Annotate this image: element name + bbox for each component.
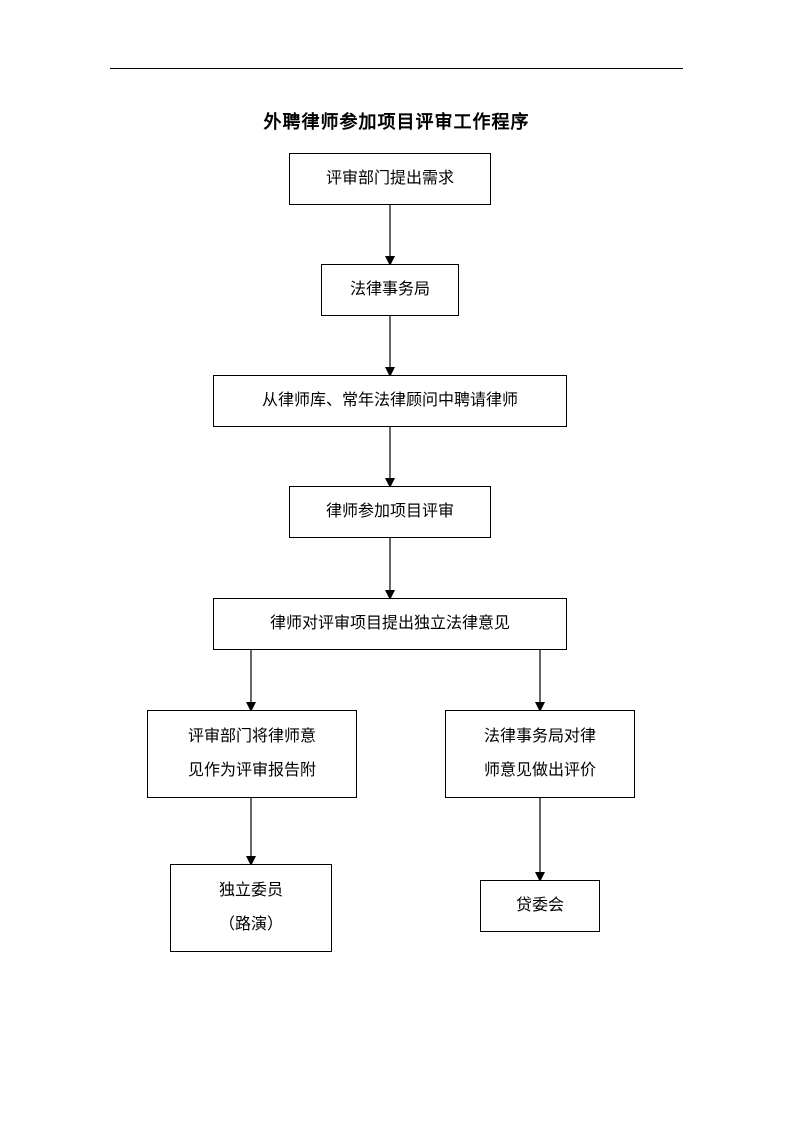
flow-node-n1: 评审部门提出需求 xyxy=(289,153,491,205)
flow-node-n9: 贷委会 xyxy=(480,880,600,932)
flow-node-n2: 法律事务局 xyxy=(321,264,459,316)
flow-node-n7: 法律事务局对律师意见做出评价 xyxy=(445,710,635,798)
page: 外聘律师参加项目评审工作程序 评审部门提出需求法律事务局从律师库、常年法律顾问中… xyxy=(0,0,793,1122)
flow-node-n5: 律师对评审项目提出独立法律意见 xyxy=(213,598,567,650)
flow-node-n4: 律师参加项目评审 xyxy=(289,486,491,538)
flow-node-n3: 从律师库、常年法律顾问中聘请律师 xyxy=(213,375,567,427)
flow-node-n8: 独立委员（路演） xyxy=(170,864,332,952)
page-title: 外聘律师参加项目评审工作程序 xyxy=(0,108,793,134)
header-rule xyxy=(110,68,683,69)
flow-node-n6: 评审部门将律师意见作为评审报告附 xyxy=(147,710,357,798)
